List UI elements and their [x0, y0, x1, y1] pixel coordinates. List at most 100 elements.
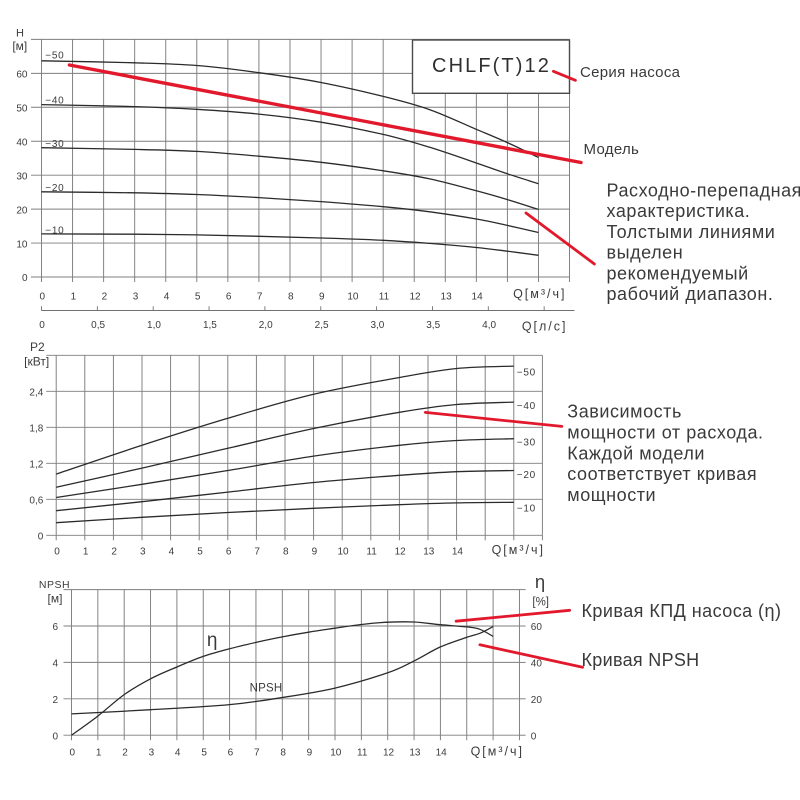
- svg-text:0: 0: [531, 731, 537, 742]
- svg-text:Толстыми линиями: Толстыми линиями: [607, 222, 776, 242]
- svg-text:1,5: 1,5: [203, 320, 217, 331]
- svg-text:14: 14: [436, 748, 448, 759]
- svg-text:3: 3: [140, 546, 146, 557]
- svg-text:рабочий диапазон.: рабочий диапазон.: [607, 284, 774, 304]
- svg-text:20: 20: [16, 205, 28, 216]
- svg-text:4: 4: [52, 659, 58, 670]
- svg-text:Каждой модели: Каждой модели: [567, 443, 705, 463]
- svg-text:8: 8: [280, 748, 286, 759]
- svg-text:5: 5: [197, 546, 203, 557]
- svg-text:рекомендуемый: рекомендуемый: [607, 263, 749, 283]
- svg-text:2: 2: [102, 291, 108, 302]
- svg-text:9: 9: [307, 748, 313, 759]
- svg-text:1,0: 1,0: [147, 320, 161, 331]
- svg-text:выделен: выделен: [607, 243, 684, 263]
- svg-text:NPSH: NPSH: [39, 579, 70, 591]
- svg-text:0: 0: [52, 731, 58, 742]
- svg-text:40: 40: [16, 137, 28, 148]
- svg-text:7: 7: [254, 748, 260, 759]
- svg-text:10: 10: [337, 546, 349, 557]
- svg-text:−30: −30: [45, 139, 64, 150]
- svg-text:2,0: 2,0: [259, 320, 273, 331]
- svg-text:−50: −50: [517, 367, 536, 378]
- svg-text:мощности от расхода.: мощности от расхода.: [567, 422, 763, 442]
- svg-text:13: 13: [441, 291, 453, 302]
- svg-text:Q[м³/ч]: Q[м³/ч]: [471, 745, 524, 759]
- svg-text:40: 40: [531, 659, 543, 670]
- svg-text:Зависимость: Зависимость: [567, 402, 682, 422]
- svg-text:1,8: 1,8: [29, 424, 43, 435]
- svg-text:2: 2: [111, 546, 117, 557]
- svg-text:6: 6: [226, 291, 232, 302]
- svg-text:12: 12: [383, 748, 395, 759]
- svg-text:η: η: [535, 571, 545, 592]
- svg-text:NPSH: NPSH: [250, 683, 283, 695]
- svg-text:1: 1: [96, 748, 102, 759]
- svg-text:P2: P2: [30, 340, 45, 354]
- svg-text:Серия насоса: Серия насоса: [580, 64, 681, 81]
- svg-text:9: 9: [319, 291, 325, 302]
- svg-text:13: 13: [409, 748, 421, 759]
- svg-text:−10: −10: [517, 504, 536, 515]
- svg-text:12: 12: [395, 546, 407, 557]
- svg-text:соответствует кривая: соответствует кривая: [567, 464, 757, 484]
- svg-text:14: 14: [452, 546, 464, 557]
- svg-text:4: 4: [164, 291, 170, 302]
- svg-text:Кривая NPSH: Кривая NPSH: [582, 650, 700, 670]
- svg-text:−40: −40: [517, 401, 536, 412]
- svg-text:1: 1: [83, 546, 89, 557]
- svg-text:6: 6: [52, 622, 58, 633]
- svg-text:0: 0: [39, 320, 45, 331]
- svg-text:3: 3: [149, 748, 155, 759]
- svg-text:4: 4: [175, 748, 181, 759]
- svg-text:0,5: 0,5: [91, 320, 105, 331]
- svg-text:[кВт]: [кВт]: [24, 355, 49, 369]
- svg-text:60: 60: [531, 622, 543, 633]
- svg-text:мощности: мощности: [567, 485, 656, 505]
- svg-text:η: η: [207, 630, 218, 651]
- svg-text:H: H: [16, 27, 24, 39]
- svg-text:3,5: 3,5: [426, 320, 440, 331]
- svg-text:[м]: [м]: [12, 39, 27, 53]
- svg-text:0: 0: [70, 748, 76, 759]
- svg-text:[%]: [%]: [532, 597, 549, 609]
- svg-text:Q[м³/ч]: Q[м³/ч]: [492, 543, 545, 557]
- svg-text:9: 9: [312, 546, 318, 557]
- svg-text:[м]: [м]: [48, 592, 63, 606]
- svg-text:Q[л/с]: Q[л/с]: [522, 320, 568, 334]
- svg-text:4: 4: [169, 546, 175, 557]
- svg-text:30: 30: [16, 171, 28, 182]
- svg-text:2: 2: [122, 748, 128, 759]
- svg-text:CHLF(T)12: CHLF(T)12: [432, 55, 551, 77]
- svg-text:6: 6: [228, 748, 234, 759]
- svg-text:6: 6: [226, 546, 232, 557]
- svg-text:10: 10: [347, 291, 359, 302]
- svg-text:0: 0: [38, 532, 44, 543]
- svg-text:20: 20: [531, 695, 543, 706]
- svg-text:10: 10: [330, 748, 342, 759]
- svg-text:8: 8: [283, 546, 289, 557]
- svg-text:1,2: 1,2: [29, 460, 43, 471]
- svg-text:3,0: 3,0: [370, 320, 384, 331]
- svg-text:0: 0: [40, 291, 46, 302]
- svg-text:1: 1: [71, 291, 77, 302]
- svg-text:−30: −30: [517, 438, 536, 449]
- svg-text:характеристика.: характеристика.: [607, 201, 751, 221]
- svg-text:2: 2: [52, 695, 58, 706]
- svg-text:11: 11: [366, 546, 377, 557]
- svg-text:7: 7: [257, 291, 263, 302]
- svg-text:Q[м³/ч]: Q[м³/ч]: [513, 287, 566, 301]
- svg-text:−40: −40: [45, 95, 64, 106]
- svg-text:11: 11: [357, 748, 368, 759]
- svg-text:2,5: 2,5: [315, 320, 329, 331]
- svg-text:−10: −10: [45, 225, 64, 236]
- svg-text:13: 13: [423, 546, 435, 557]
- svg-text:8: 8: [288, 291, 294, 302]
- svg-text:−20: −20: [45, 183, 64, 194]
- svg-text:2,4: 2,4: [29, 388, 43, 399]
- svg-text:Кривая КПД насоса (η): Кривая КПД насоса (η): [582, 601, 782, 621]
- svg-text:7: 7: [254, 546, 260, 557]
- svg-text:10: 10: [16, 239, 28, 250]
- svg-text:12: 12: [409, 291, 421, 302]
- svg-text:−50: −50: [45, 50, 64, 61]
